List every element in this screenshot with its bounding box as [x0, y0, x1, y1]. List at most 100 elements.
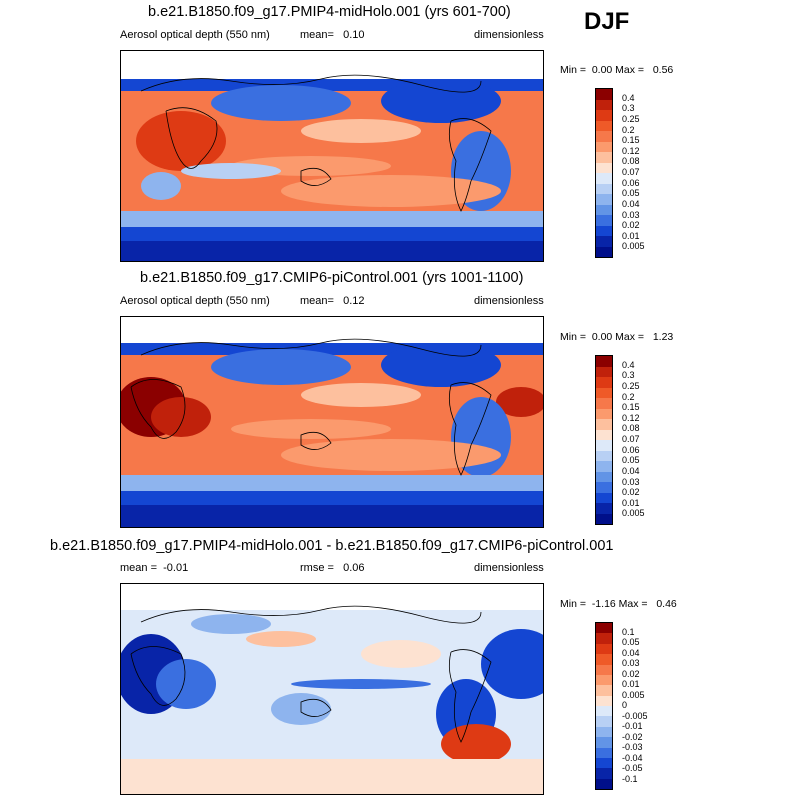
colorbar-tick-label: 0.15 [622, 402, 640, 413]
colorbar-tick-label: 0.4 [622, 92, 635, 103]
colorbar-segment [596, 356, 612, 367]
variable-label: Aerosol optical depth (550 nm) [120, 29, 270, 41]
colorbar-tick-label: 0.06 [622, 444, 640, 455]
colorbar-segment [596, 643, 612, 655]
colorbar-tick-label: 0.03 [622, 658, 640, 668]
min-text: Min = [560, 331, 586, 343]
colorbar-tick-label: 0.02 [622, 668, 640, 679]
colorbar-tick-label: 0 [622, 700, 628, 710]
aod-map [120, 316, 544, 528]
colorbar-segment [596, 183, 612, 194]
colorbar-segment [596, 685, 612, 696]
min-value: -1.16 [591, 598, 616, 610]
mean-value: 0.10 [343, 29, 365, 41]
colorbar-segment [596, 89, 612, 100]
colorbar-segment [596, 482, 612, 493]
colorbar-segment [596, 695, 612, 706]
colorbar-tick-label: 0.12 [622, 412, 640, 423]
colorbar-tick-label: 0.15 [622, 135, 640, 146]
panel-title: b.e21.B1850.f09_g17.PMIP4-midHolo.001 (y… [148, 4, 511, 20]
min-max-label: Min = 0.00 Max = 1.23 [560, 331, 673, 343]
colorbar-tick-label: 0.2 [622, 391, 635, 402]
mean-label: mean= 0.12 [300, 295, 365, 307]
colorbar-tick-label: 0.25 [622, 380, 640, 391]
map-field [121, 584, 543, 794]
colorbar-tick-label: 0.03 [622, 209, 640, 220]
aod-map [120, 50, 544, 262]
min-value: 0.00 [591, 64, 613, 76]
colorbar-tick-label: 0.4 [622, 359, 635, 370]
panel-title: b.e21.B1850.f09_g17.CMIP6-piControl.001 … [140, 270, 524, 286]
colorbar-segment [596, 664, 612, 675]
colorbar-tick-label: 0.005 [622, 241, 645, 252]
difference-map [120, 583, 544, 795]
season-label: DJF [584, 8, 630, 35]
colorbar-segment [596, 503, 612, 514]
colorbar-tick-label: 0.005 [622, 508, 645, 519]
colorbar-segment [596, 408, 612, 419]
panel-title: b.e21.B1850.f09_g17.PMIP4-midHolo.001 - … [50, 538, 614, 554]
min-max-label: Min = -1.16 Max = 0.46 [560, 598, 677, 610]
colorbar-segment [596, 162, 612, 173]
colorbar [595, 622, 613, 790]
mean-label: mean= 0.10 [300, 29, 365, 41]
colorbar-tick-label: 0.04 [622, 198, 640, 209]
mean-label: mean = -0.01 [120, 562, 188, 574]
max-value: 1.23 [652, 331, 674, 343]
colorbar-tick-label: 0.12 [622, 145, 640, 156]
colorbar-segment [596, 377, 612, 388]
colorbar-tick-label: 0.3 [622, 370, 635, 381]
colorbar-segment [596, 674, 612, 686]
max-value: 0.56 [652, 64, 674, 76]
mean-text: mean= [300, 29, 334, 41]
colorbar-segment [596, 633, 612, 644]
colorbar-segment [596, 768, 612, 779]
colorbar-segment [596, 152, 612, 163]
colorbar-segment [596, 173, 612, 184]
colorbar-tick-label: 0.08 [622, 156, 640, 167]
colorbar-tick-label: -0.04 [622, 752, 643, 763]
colorbar-segment [596, 737, 612, 748]
colorbar-segment [596, 429, 612, 440]
colorbar-segment [596, 778, 612, 789]
min-value: 0.00 [591, 331, 613, 343]
colorbar-segment [596, 225, 612, 236]
colorbar-segment [596, 141, 612, 152]
colorbar-segment [596, 471, 612, 482]
colorbar-segment [596, 440, 612, 451]
max-value: 0.46 [656, 598, 677, 610]
colorbar-segment [596, 757, 612, 769]
colorbar-tick-label: -0.05 [622, 763, 643, 773]
colorbar-segment [596, 726, 612, 738]
colorbar-segment [596, 513, 612, 524]
colorbar-tick-label: -0.01 [622, 721, 643, 731]
colorbar-tick-label: 0.02 [622, 220, 640, 231]
colorbar-tick-label: 0.06 [622, 177, 640, 188]
colorbar-segment [596, 623, 612, 634]
colorbar-segment [596, 716, 612, 727]
max-text: Max = [615, 331, 645, 343]
colorbar-tick-label: 0.04 [622, 465, 640, 476]
colorbar-tick-label: 0.08 [622, 423, 640, 434]
rmse-value: 0.06 [343, 562, 365, 574]
colorbar-tick-label: -0.03 [622, 742, 643, 752]
colorbar-segment [596, 194, 612, 205]
colorbar-tick-label: -0.1 [622, 773, 638, 784]
mean-text: mean= [300, 295, 334, 307]
colorbar-tick-label: 0.01 [622, 230, 640, 241]
colorbar-segment [596, 99, 612, 110]
variable-label: Aerosol optical depth (550 nm) [120, 295, 270, 307]
colorbar-tick-label: 0.25 [622, 113, 640, 124]
colorbar-segment [596, 461, 612, 472]
map-field [121, 51, 543, 261]
min-text: Min = [560, 598, 586, 610]
mean-value: -0.01 [163, 562, 189, 574]
colorbar-tick-label: 0.07 [622, 434, 640, 444]
colorbar-segment [596, 654, 612, 665]
colorbar-segment [596, 450, 612, 461]
colorbar-segment [596, 492, 612, 503]
min-text: Min = [560, 64, 586, 76]
min-max-label: Min = 0.00 Max = 0.56 [560, 64, 673, 76]
colorbar [595, 88, 613, 258]
colorbar-tick-label: 0.05 [622, 637, 640, 647]
